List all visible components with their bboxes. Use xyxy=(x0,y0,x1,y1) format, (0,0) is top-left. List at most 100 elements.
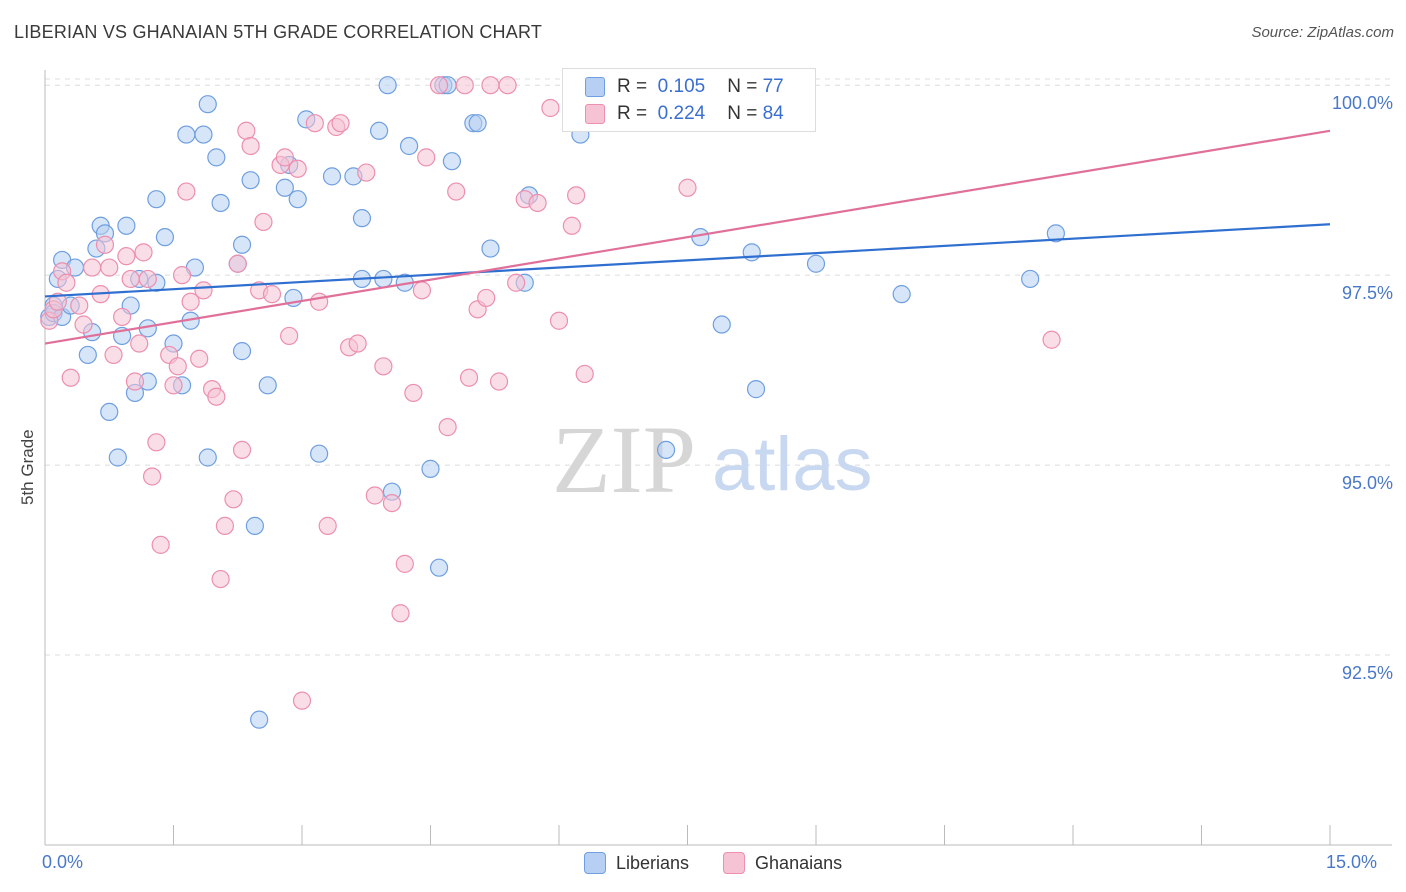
ghanaian-point xyxy=(429,76,449,95)
legend-row-liberians: R = 0.105 N = 77 xyxy=(585,75,784,99)
axes xyxy=(44,70,1392,846)
ghanaian-point xyxy=(507,273,526,292)
ghanaian-point xyxy=(348,334,367,353)
ghanaian-point xyxy=(262,285,282,304)
liberian-point xyxy=(442,152,462,171)
ghanaian-point xyxy=(567,186,586,205)
ghanaian-point xyxy=(164,376,183,395)
ghanaian-point xyxy=(254,212,273,232)
ghanaian-point xyxy=(74,315,93,334)
y-tick-labels: 92.5% 95.0% 97.5% 100.0% xyxy=(1332,93,1393,683)
grid-lines xyxy=(45,78,1392,656)
ghanaian-point xyxy=(305,114,324,133)
liberian-point xyxy=(399,136,419,156)
ghanaian-point xyxy=(121,269,140,289)
liberian-point xyxy=(232,342,252,361)
ghanaian-point xyxy=(438,418,457,437)
liberian-point xyxy=(198,448,217,467)
ghanaian-point xyxy=(100,258,119,277)
series-legend: Liberians Ghanaians xyxy=(584,852,876,874)
chart-source: Source: ZipAtlas.com xyxy=(1251,24,1394,41)
liberian-point xyxy=(746,380,766,399)
x-tick-label-min: 0.0% xyxy=(42,852,84,872)
ghanaian-point xyxy=(57,273,76,292)
legend-label-liberians: Liberians xyxy=(616,852,690,873)
liberian-point xyxy=(147,190,166,209)
ghanaian-point xyxy=(382,493,402,513)
ghanaians-n-value: 84 xyxy=(762,103,784,124)
liberian-point xyxy=(100,402,119,422)
ghanaian-point xyxy=(168,357,187,376)
ghanaian-point xyxy=(241,136,260,156)
legend-item-ghanaians[interactable]: Ghanaians xyxy=(723,852,842,874)
liberian-point xyxy=(207,148,226,167)
ghanaian-point xyxy=(95,235,115,254)
ghanaian-point xyxy=(459,368,479,387)
ghanaian-point xyxy=(391,604,410,623)
ghanaian-point xyxy=(224,490,243,509)
ghanaian-point xyxy=(125,372,145,391)
liberian-point xyxy=(429,558,449,577)
n-label: N = xyxy=(727,103,758,124)
ghanaian-point xyxy=(70,296,89,315)
ghanaian-point xyxy=(357,163,376,182)
ghanaian-point xyxy=(142,467,162,486)
ghanaian-point xyxy=(489,372,509,391)
liberian-point xyxy=(194,125,213,144)
n-label: N = xyxy=(727,76,758,97)
watermark: ZIP atlas xyxy=(552,406,873,513)
ghanaian-point xyxy=(528,193,547,213)
ghanaian-point xyxy=(134,243,153,262)
liberian-point xyxy=(1046,224,1065,243)
ghanaian-point xyxy=(1042,330,1061,349)
ghanaian-point xyxy=(147,433,166,452)
liberians-r-value: 0.105 xyxy=(657,76,706,97)
ghanaian-point xyxy=(365,486,384,505)
ghanaian-point xyxy=(331,114,350,133)
ghanaian-point xyxy=(562,216,581,235)
liberian-point xyxy=(421,459,440,478)
ghanaian-point xyxy=(549,311,569,330)
ghanaian-point xyxy=(190,349,209,368)
liberian-point xyxy=(245,516,264,535)
liberian-point xyxy=(232,235,252,254)
liberian-point xyxy=(288,190,307,209)
liberian-point xyxy=(378,76,397,95)
ghanaian-point xyxy=(211,569,230,589)
ghanaian-point xyxy=(181,292,200,311)
liberian-point xyxy=(250,710,269,729)
y-tick-label: 97.5% xyxy=(1342,283,1393,303)
liberian-point xyxy=(481,239,500,258)
ghanaian-point xyxy=(237,121,256,140)
ghanaian-point xyxy=(477,288,496,308)
ghanaian-point xyxy=(395,554,414,573)
ghanaians-trend-line xyxy=(44,129,1331,345)
ghanaian-point xyxy=(318,516,337,535)
ghanaian-point xyxy=(498,76,517,95)
legend-row-ghanaians: R = 0.224 N = 84 xyxy=(585,102,784,126)
liberian-point xyxy=(177,125,196,144)
liberian-point xyxy=(78,345,97,365)
ghanaians-swatch-icon xyxy=(585,104,605,124)
ghanaian-point xyxy=(48,292,67,311)
ghanaian-point xyxy=(447,182,466,201)
chart-title: LIBERIAN VS GHANAIAN 5TH GRADE CORRELATI… xyxy=(14,22,543,42)
ghanaian-point xyxy=(61,368,80,387)
liberian-point xyxy=(374,269,393,289)
liberian-point xyxy=(117,216,136,235)
ghanaian-point xyxy=(417,148,436,167)
liberian-point xyxy=(211,193,230,213)
y-tick-label: 92.5% xyxy=(1342,663,1393,683)
ghanaians-r-value: 0.224 xyxy=(657,103,706,124)
ghanaian-point xyxy=(292,691,312,710)
stats-legend: R = 0.105 N = 77 R = 0.224 N = 84 xyxy=(562,68,816,132)
ghanaian-point xyxy=(104,345,123,365)
ghanaian-point xyxy=(678,178,697,197)
legend-item-liberians[interactable]: Liberians xyxy=(584,852,689,874)
ghanaian-point xyxy=(404,383,423,403)
ghanaian-point xyxy=(215,516,234,535)
r-label: R = xyxy=(617,103,648,124)
ghanaian-point xyxy=(207,387,226,406)
liberian-point xyxy=(742,243,761,262)
